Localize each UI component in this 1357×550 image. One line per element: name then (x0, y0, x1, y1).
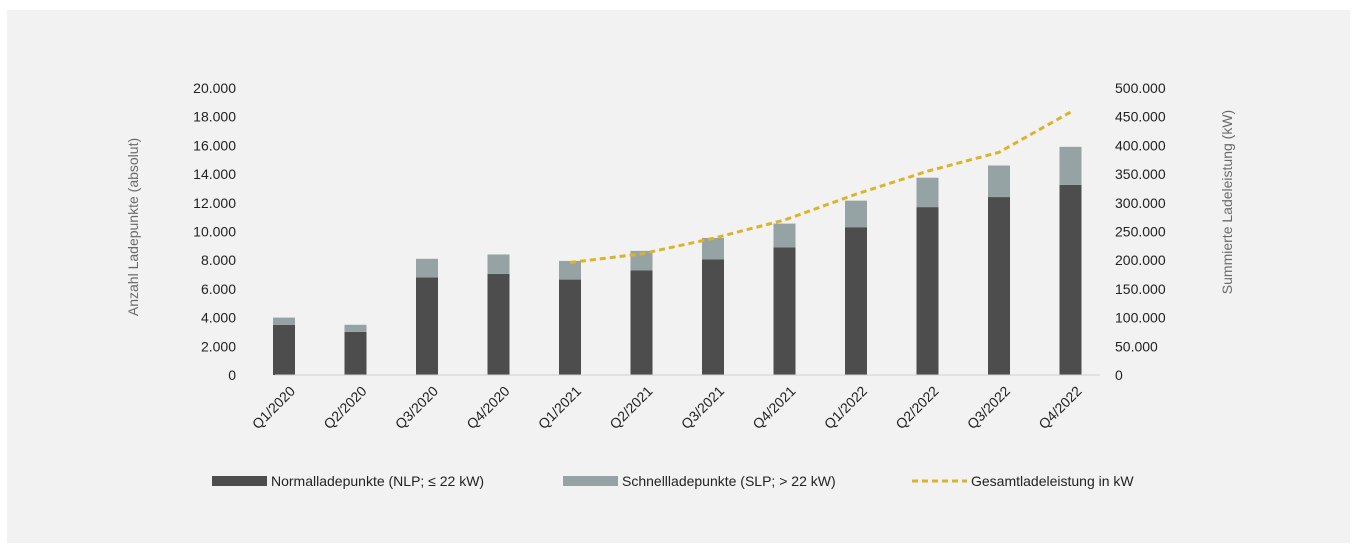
x-tick-label: Q4/2020 (463, 383, 512, 432)
y-tick-left: 16.000 (193, 137, 236, 153)
y-tick-right: 500.000 (1115, 80, 1166, 96)
y-axis-right-label: Summierte Ladeleistung (kW) (1219, 110, 1235, 294)
y-axis-right-ticks: 0 50.000 100.000 150.000 200.000 250.000 300.0… (1115, 80, 1166, 383)
bar-slp (416, 258, 438, 278)
bar-slp (988, 165, 1010, 198)
legend: Normalladepunkte (NLP; ≤ 22 kW) Schnelll… (212, 473, 1134, 489)
bar-nlp (773, 247, 796, 375)
legend-item-total[interactable]: Gesamtladeleistung in kW (912, 473, 1134, 489)
x-axis-ticks: Q1/2020 Q2/2020 Q3/2020 Q4/2020 Q1/2021 Q2/20… (249, 383, 1085, 432)
y-tick-left: 0 (228, 367, 236, 383)
x-tick-label: Q2/2021 (606, 383, 655, 432)
y-tick-right: 150.000 (1115, 281, 1166, 297)
bar-nlp (988, 197, 1010, 375)
bar-slp (273, 317, 295, 325)
bar-slp (1059, 146, 1082, 185)
bar-slp (773, 223, 796, 248)
bar-nlp (630, 270, 653, 375)
y-tick-right: 400.000 (1115, 137, 1166, 153)
y-tick-left: 14.000 (193, 166, 236, 182)
bar-nlp (416, 277, 438, 375)
y-tick-right: 300.000 (1115, 195, 1166, 211)
legend-item-nlp[interactable]: Normalladepunkte (NLP; ≤ 22 kW) (212, 473, 484, 489)
y-tick-left: 20.000 (193, 80, 236, 96)
bar-nlp (1059, 184, 1082, 375)
legend-label-nlp: Normalladepunkte (NLP; ≤ 22 kW) (271, 473, 484, 489)
line-total-power (569, 110, 1072, 264)
y-axis-left-label: Anzahl Ladepunkte (absolut) (125, 138, 141, 316)
y-axis-left-ticks: 0 2.000 4.000 6.000 8.000 10.000 12.000 14.000 1… (193, 80, 236, 383)
y-tick-right: 350.000 (1115, 166, 1166, 182)
bar-nlp (559, 279, 581, 375)
x-tick-label: Q2/2020 (320, 383, 369, 432)
bar-nlp (845, 227, 867, 375)
bar-nlp (344, 331, 367, 375)
y-tick-right: 50.000 (1115, 338, 1158, 354)
y-tick-left: 4.000 (201, 310, 236, 326)
bar-nlp (273, 324, 295, 375)
x-tick-label: Q3/2020 (392, 383, 441, 432)
y-tick-left: 18.000 (193, 109, 236, 125)
x-tick-label: Q2/2022 (892, 383, 941, 432)
y-tick-left: 2.000 (201, 338, 236, 354)
y-tick-right: 200.000 (1115, 252, 1166, 268)
y-tick-right: 0 (1115, 367, 1123, 383)
x-tick-label: Q3/2022 (964, 383, 1013, 432)
bar-slp (702, 237, 724, 260)
y-tick-left: 10.000 (193, 224, 236, 240)
x-tick-label: Q1/2020 (249, 383, 298, 432)
bar-nlp (702, 259, 724, 375)
bar-slp (845, 200, 867, 228)
y-tick-right: 450.000 (1115, 109, 1166, 125)
bar-slp (630, 250, 653, 271)
y-tick-right: 100.000 (1115, 310, 1166, 326)
bar-nlp (487, 273, 510, 375)
bar-slp (559, 260, 581, 280)
x-tick-label: Q4/2021 (749, 383, 798, 432)
bar-slp (344, 324, 367, 332)
legend-swatch-slp (563, 476, 618, 486)
bar-nlp (916, 207, 939, 375)
total-power-line (569, 110, 1072, 264)
x-tick-label: Q1/2022 (821, 383, 870, 432)
chart-panel (7, 10, 1350, 543)
legend-label-total: Gesamtladeleistung in kW (971, 473, 1134, 489)
legend-swatch-nlp (212, 476, 267, 486)
bar-slp (916, 177, 939, 208)
bar-slp (487, 254, 510, 274)
x-tick-label: Q1/2021 (535, 383, 584, 432)
y-tick-left: 8.000 (201, 252, 236, 268)
y-tick-right: 250.000 (1115, 224, 1166, 240)
y-tick-left: 12.000 (193, 195, 236, 211)
legend-item-slp[interactable]: Schnellladepunkte (SLP; > 22 kW) (563, 473, 836, 489)
x-tick-label: Q3/2021 (678, 383, 727, 432)
y-tick-left: 6.000 (201, 281, 236, 297)
x-tick-label: Q4/2022 (1035, 383, 1084, 432)
legend-label-slp: Schnellladepunkte (SLP; > 22 kW) (622, 473, 836, 489)
bars (273, 146, 1082, 375)
